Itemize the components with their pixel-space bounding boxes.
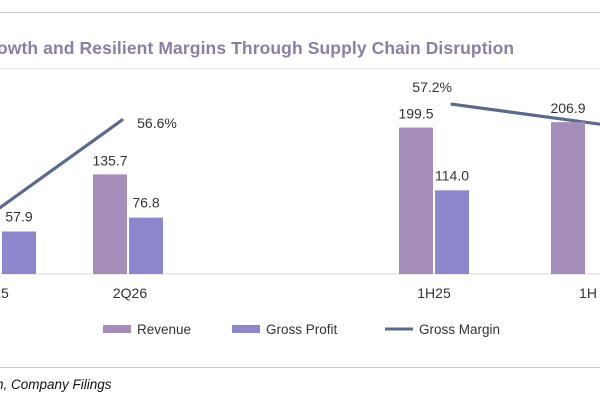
revenue-data-label: 199.5 [398, 106, 433, 122]
category-tick-label: 25 [0, 285, 9, 301]
source-note: h, Company Filings [0, 377, 112, 392]
legend-swatch-gross-profit [232, 325, 260, 333]
legend-swatch-revenue [103, 325, 131, 333]
gross-profit-data-label: 76.8 [132, 195, 159, 211]
gross-margin-data-label: 57.2% [412, 79, 452, 95]
gross-profit-bar [435, 190, 469, 274]
gross-profit-data-label: 114.0 [435, 167, 469, 183]
gross-margin-line-1h [0, 118, 124, 210]
gross-profit-data-label: 57.9 [5, 209, 32, 225]
revenue-data-label: 135.7 [92, 152, 127, 168]
legend-label: Revenue [137, 322, 191, 337]
chart-title: owth and Resilient Margins Through Suppl… [0, 38, 515, 58]
revenue-bar [93, 174, 127, 274]
category-tick-label: 2Q26 [113, 285, 147, 301]
revenue-data-label: 206.9 [550, 100, 585, 116]
title-divider [0, 68, 600, 69]
revenue-bar [551, 122, 585, 274]
revenue-bar [399, 127, 433, 274]
gross-margin-line-2h [450, 102, 600, 126]
category-tick-label: 1H25 [417, 285, 451, 301]
gross-margin-data-label: 56.6% [137, 115, 177, 131]
gross-profit-bar [2, 231, 36, 274]
legend-label: Gross Profit [266, 322, 338, 337]
category-tick-label: 1H [579, 285, 597, 301]
legend-label: Gross Margin [419, 322, 500, 337]
gross-profit-bar [129, 217, 163, 274]
